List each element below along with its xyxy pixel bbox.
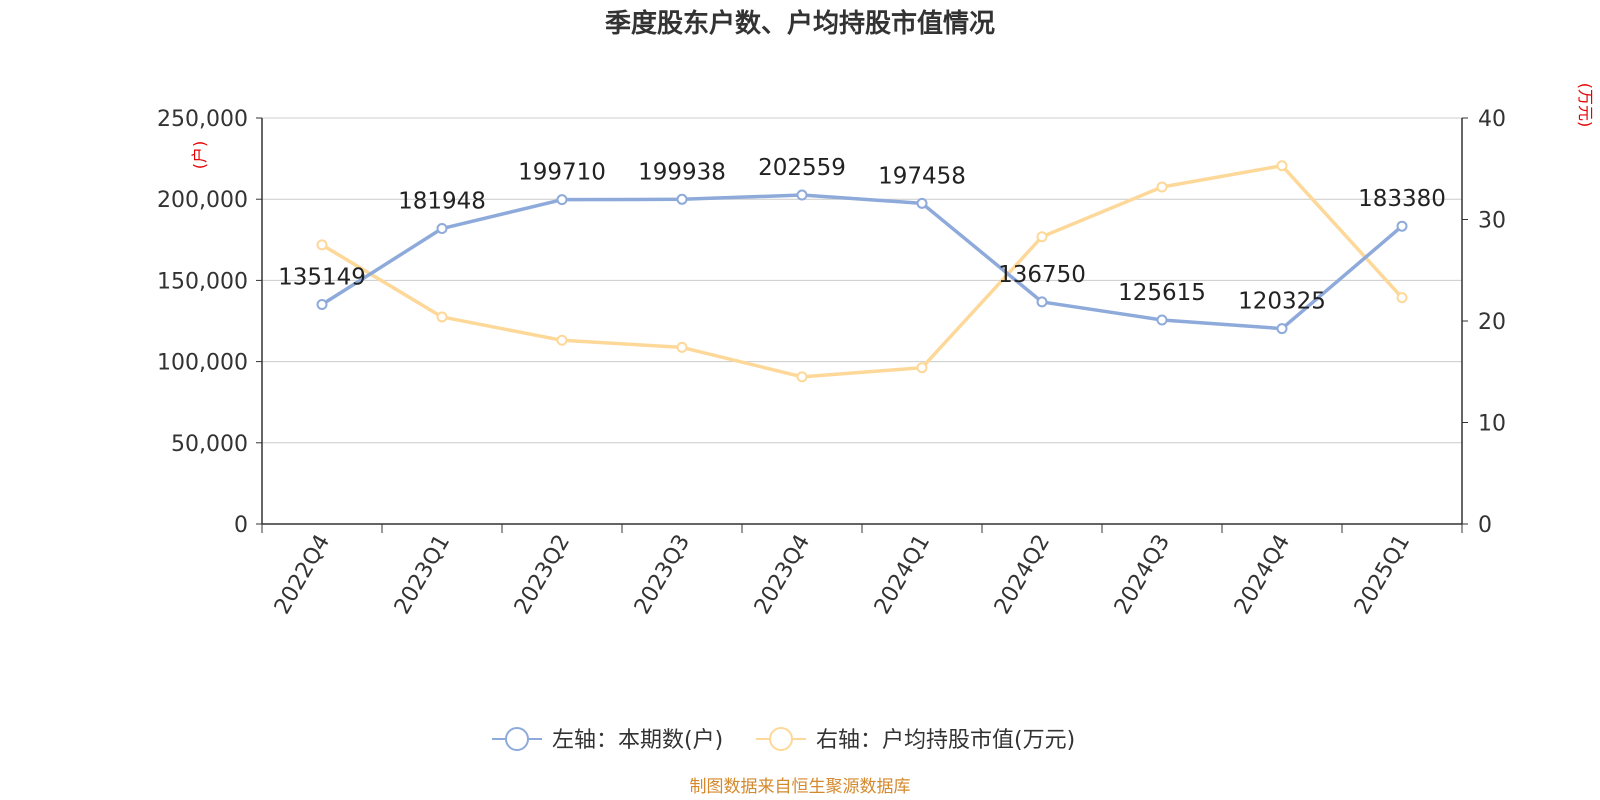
x-axis-tick-label: 2025Q1 [1350, 531, 1415, 619]
right-axis-tick-label: 30 [1478, 209, 1506, 234]
series-2-point [556, 334, 568, 346]
series-1-point [1156, 314, 1168, 326]
left-axis-tick-label: 150,000 [157, 269, 248, 294]
left-axis-tick-label: 50,000 [171, 432, 248, 457]
series-1-point [676, 193, 688, 205]
left-axis-tick-label: 0 [234, 513, 248, 538]
legend-circle-icon [769, 727, 793, 751]
source-note: 制图数据来自恒生聚源数据库 [690, 777, 911, 797]
right-axis-tick-label: 40 [1478, 107, 1506, 132]
data-label: 120325 [1238, 289, 1326, 315]
series-2-point [916, 362, 928, 374]
series-1-point [1396, 220, 1408, 232]
data-label: 199938 [638, 159, 726, 185]
data-label: 136750 [998, 262, 1086, 288]
legend-circle-icon [505, 727, 529, 751]
left-axis-tick-label: 200,000 [157, 188, 248, 213]
chart-title: 季度股东户数、户均持股市值情况 [605, 8, 995, 39]
legend[interactable]: 左轴：本期数(户) 右轴：户均持股市值(万元) [492, 727, 1075, 753]
data-label: 181948 [398, 189, 486, 215]
legend-label-series-1: 左轴：本期数(户) [552, 728, 723, 753]
series-1-point [796, 189, 808, 201]
data-label: 125615 [1118, 280, 1206, 306]
x-axis-tick-label: 2024Q1 [870, 531, 935, 619]
series-2-point [676, 341, 688, 353]
series-2-point [316, 239, 328, 251]
x-axis-tick-label: 2023Q2 [510, 531, 575, 619]
right-axis-tick-label: 10 [1478, 412, 1506, 437]
right-axis-unit: (万元) [1576, 83, 1595, 128]
series-2-point [1036, 231, 1048, 243]
x-axis-tick-label: 2024Q3 [1110, 531, 1175, 619]
series-2-point [1156, 181, 1168, 193]
left-axis-unit: (户) [190, 141, 209, 170]
series-1-point [916, 197, 928, 209]
right-axis-tick-label: 0 [1478, 513, 1492, 538]
series-lines [316, 160, 1408, 383]
axes: 0 50,000 100,000 150,000 200,000 250,000 0 10 20… [157, 107, 1506, 619]
legend-item-series-2[interactable]: 右轴：户均持股市值(万元) [756, 727, 1075, 753]
legend-label-series-2: 右轴：户均持股市值(万元) [816, 728, 1075, 753]
series-1-point [316, 299, 328, 311]
series-1-point [556, 194, 568, 206]
data-label: 135149 [278, 265, 366, 291]
left-axis-tick-label: 250,000 [157, 107, 248, 132]
x-axis-tick-label: 2022Q4 [270, 531, 335, 619]
x-axis-tick-label: 2024Q2 [990, 531, 1055, 619]
left-axis-tick-label: 100,000 [157, 351, 248, 376]
x-axis-tick-label: 2023Q3 [630, 531, 695, 619]
data-label: 197458 [878, 163, 966, 189]
data-labels: 135149 181948 199710 199938 202559 197458 1367… [278, 155, 1446, 315]
series-1-point [436, 223, 448, 235]
data-label: 202559 [758, 155, 846, 181]
series-line-2 [321, 163, 1404, 379]
x-axis-tick-label: 2023Q4 [750, 531, 815, 619]
grid-lines [262, 117, 1462, 444]
data-label: 183380 [1358, 186, 1446, 212]
series-2-point [1396, 292, 1408, 304]
series-1-point [1276, 323, 1288, 335]
series-2-point [1276, 160, 1288, 172]
right-axis-tick-label: 20 [1478, 310, 1506, 335]
legend-item-series-1[interactable]: 左轴：本期数(户) [492, 727, 723, 753]
data-label: 199710 [518, 160, 606, 186]
x-axis-tick-label: 2023Q1 [390, 531, 455, 619]
series-1-point [1036, 296, 1048, 308]
series-2-point [796, 371, 808, 383]
series-2-point [436, 311, 448, 323]
x-axis-tick-label: 2024Q4 [1230, 531, 1295, 619]
series-line-1 [321, 193, 1404, 331]
